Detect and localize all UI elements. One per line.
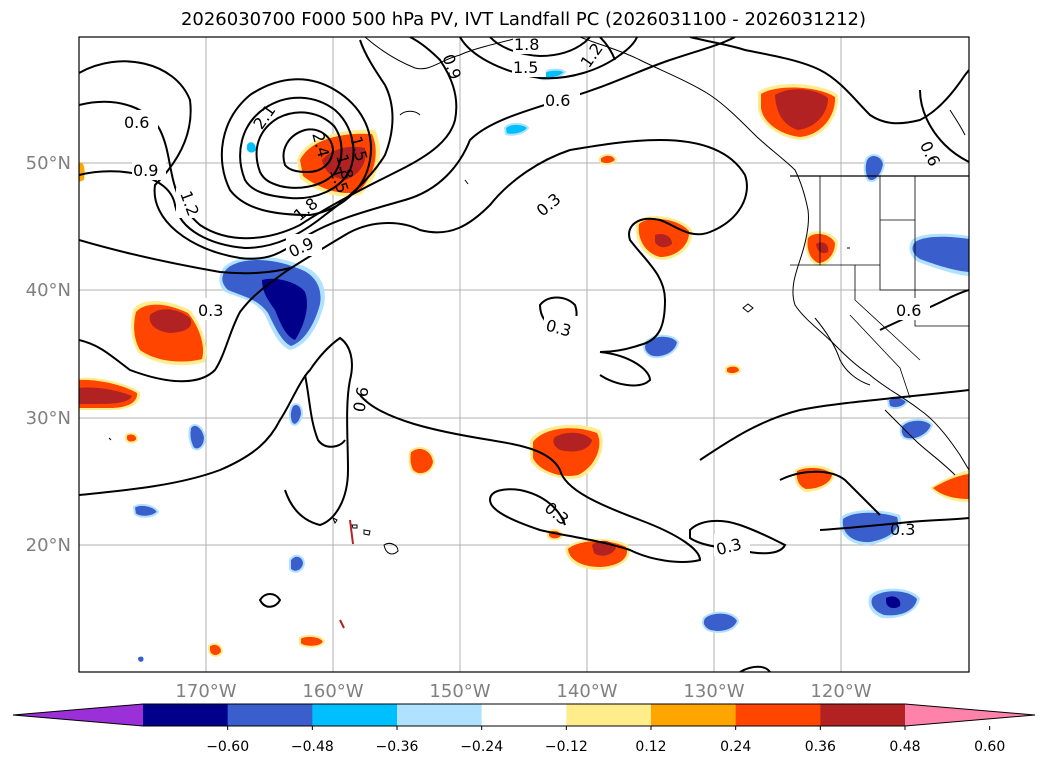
negative-anomaly-blob (138, 656, 144, 662)
negative-anomaly-blob (288, 403, 304, 426)
colorbar-tick-label: −0.24 (460, 739, 503, 755)
positive-anomaly-blob (530, 424, 603, 479)
colorbar-tick-label: −0.60 (206, 739, 249, 755)
colorbar-tick-label: 0.24 (720, 739, 751, 755)
plot-frame (78, 36, 970, 673)
positive-anomaly-blob (299, 634, 326, 648)
negative-anomaly-blob (503, 122, 530, 136)
positive-anomaly-blob (758, 84, 839, 140)
colorbar-tick-label: −0.36 (376, 739, 419, 755)
map-plot-area: 0.6 0.9 1.2 1.5 1.8 2.1 2.4 1.5 1.8 0.9 … (79, 35, 969, 672)
colorbar-tick-label: −0.48 (291, 739, 334, 755)
positive-anomaly-blob (599, 153, 618, 166)
negative-anomaly-blob (188, 424, 207, 451)
colorbar-outline (12, 703, 1036, 727)
colorbar-ticks: −0.60 −0.48 −0.36 −0.24 −0.12 0.12 0.24 0.36 0.4… (206, 726, 1005, 755)
negative-anomaly-blob (132, 503, 160, 518)
lat-label: 40°N (26, 280, 71, 301)
colorbar-tick-label: 0.36 (805, 739, 836, 755)
contour-label: 1.5 (513, 58, 538, 77)
negative-anomaly-blob (899, 418, 934, 441)
colorbar: −0.60 −0.48 −0.36 −0.24 −0.12 0.12 0.24 0.36 0.4… (12, 703, 1036, 755)
positive-anomaly-blob (930, 470, 969, 502)
colorbar-segment (312, 704, 398, 726)
lat-label: 30°N (26, 408, 71, 429)
lon-label: 170°W (175, 681, 236, 702)
colorbar-segment (651, 704, 737, 726)
pv-contours (79, 37, 969, 672)
latitude-labels: 50°N 40°N 30°N 20°N (26, 153, 71, 556)
positive-anomaly-blob (79, 162, 85, 182)
lon-label: 120°W (810, 681, 871, 702)
lat-label: 50°N (26, 153, 71, 174)
positive-anomaly-blob (79, 377, 141, 410)
colorbar-tick-label: 0.12 (635, 739, 666, 755)
colorbar-extend-max (905, 704, 1035, 726)
ivt-shading (79, 68, 969, 662)
colorbar-segment (397, 704, 483, 726)
colorbar-segments (13, 704, 1035, 726)
negative-anomaly-blob (247, 142, 256, 153)
contour-label: 0.3 (198, 301, 223, 320)
political-borders (790, 175, 969, 399)
lon-label: 150°W (429, 681, 490, 702)
lon-label: 140°W (556, 681, 617, 702)
contour-label: 0.9 (133, 161, 158, 180)
contour-label: 0.6 (896, 301, 921, 320)
colorbar-extend-min (13, 704, 143, 726)
positive-anomaly-blob (208, 643, 224, 657)
longitude-labels: 170°W 160°W 150°W 140°W 130°W 120°W (175, 681, 871, 702)
coastlines (364, 37, 969, 476)
negative-anomaly-blob (643, 334, 680, 359)
islands (108, 179, 850, 629)
negative-anomaly-blob (289, 554, 306, 573)
colorbar-segment (481, 704, 567, 726)
positive-anomaly-blob (408, 446, 436, 476)
lat-label: 20°N (26, 535, 71, 556)
negative-anomaly-blob (863, 154, 886, 182)
positive-anomaly-blob (131, 301, 207, 366)
colorbar-segment (735, 704, 821, 726)
negative-anomaly-blob (701, 611, 740, 633)
positive-anomaly-blob (805, 231, 838, 266)
contour-label: 0.6 (545, 91, 570, 110)
colorbar-tick-label: 0.60 (974, 739, 1005, 755)
negative-anomaly-blob (868, 588, 920, 619)
contour-label: 0.6 (349, 385, 372, 413)
colorbar-segment (143, 704, 229, 726)
negative-anomaly-blob (839, 510, 902, 546)
colorbar-segment (566, 704, 652, 726)
lon-label: 160°W (302, 681, 363, 702)
contour-label: 0.6 (124, 113, 149, 132)
negative-anomaly-blob (909, 233, 969, 276)
positive-anomaly-blob (725, 364, 742, 376)
positive-anomaly-blob (125, 432, 139, 444)
contour-label: 0.3 (890, 520, 915, 539)
colorbar-segment (820, 704, 906, 726)
colorbar-tick-label: 0.48 (889, 739, 920, 755)
negative-anomaly-blob (219, 256, 325, 350)
contour-label: 1.8 (514, 35, 539, 54)
lon-label: 130°W (683, 681, 744, 702)
colorbar-tick-label: −0.12 (545, 739, 588, 755)
colorbar-segment (227, 704, 313, 726)
map-title: 2026030700 F000 500 hPa PV, IVT Landfall… (180, 9, 867, 30)
